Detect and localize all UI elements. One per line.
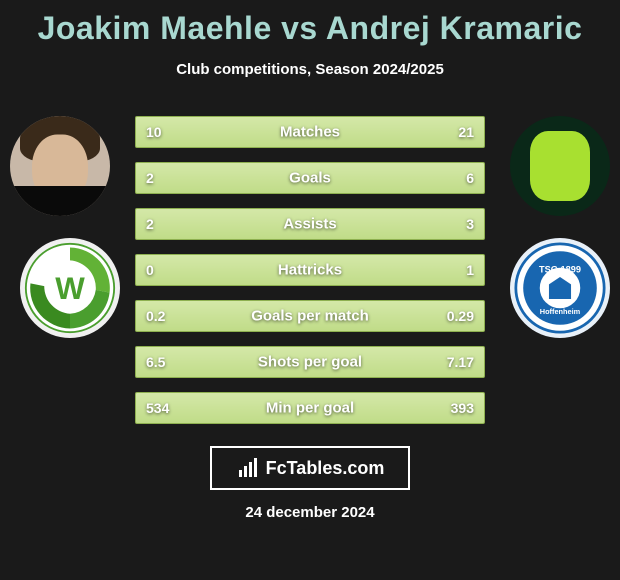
stat-left-value: 2	[146, 170, 154, 186]
stat-right-value: 1	[466, 262, 474, 278]
stat-row: 0 Hattricks 1	[135, 254, 485, 286]
brand-text: FcTables.com	[266, 458, 385, 479]
stat-right-value: 3	[466, 216, 474, 232]
hoffenheim-logo-icon: TSG 1899 Hoffenheim	[514, 242, 606, 334]
stat-label: Assists	[136, 216, 484, 233]
player-right-avatar	[510, 116, 610, 216]
stat-left-value: 534	[146, 400, 169, 416]
stat-label: Goals	[136, 170, 484, 187]
page-title: Joakim Maehle vs Andrej Kramaric	[0, 0, 620, 47]
avatar-glove	[530, 131, 590, 201]
stat-label: Shots per goal	[136, 354, 484, 371]
stat-row: 2 Goals 6	[135, 162, 485, 194]
club-right-logo: TSG 1899 Hoffenheim	[510, 238, 610, 338]
stat-right-value: 7.17	[447, 354, 474, 370]
stat-label: Hattricks	[136, 262, 484, 279]
date-label: 24 december 2024	[0, 504, 620, 521]
stat-label: Goals per match	[136, 308, 484, 325]
chart-icon	[236, 456, 260, 480]
stat-bars: 10 Matches 21 2 Goals 6 2 Assists 3 0 Ha…	[135, 116, 485, 438]
subtitle: Club competitions, Season 2024/2025	[0, 61, 620, 78]
stat-left-value: 0.2	[146, 308, 165, 324]
stat-row: 0.2 Goals per match 0.29	[135, 300, 485, 332]
stat-left-value: 0	[146, 262, 154, 278]
club-left-logo: W	[20, 238, 120, 338]
stat-left-value: 6.5	[146, 354, 165, 370]
stat-left-value: 10	[146, 124, 162, 140]
stat-row: 10 Matches 21	[135, 116, 485, 148]
stat-right-value: 6	[466, 170, 474, 186]
stat-row: 2 Assists 3	[135, 208, 485, 240]
stat-label: Min per goal	[136, 400, 484, 417]
stat-right-value: 393	[451, 400, 474, 416]
player-left-avatar	[10, 116, 110, 216]
stat-left-value: 2	[146, 216, 154, 232]
brand-badge: FcTables.com	[210, 446, 410, 490]
svg-text:TSG 1899: TSG 1899	[539, 264, 581, 274]
stat-row: 534 Min per goal 393	[135, 392, 485, 424]
svg-text:Hoffenheim: Hoffenheim	[540, 307, 581, 316]
stat-right-value: 21	[458, 124, 474, 140]
comparison-area: W TSG 1899 Hoffenheim 10 Matches 21 2 Go…	[0, 108, 620, 428]
wolfsburg-logo-icon: W	[24, 242, 116, 334]
stat-row: 6.5 Shots per goal 7.17	[135, 346, 485, 378]
svg-text:W: W	[55, 271, 85, 306]
stat-right-value: 0.29	[447, 308, 474, 324]
avatar-jersey	[10, 186, 110, 216]
stat-label: Matches	[136, 124, 484, 141]
